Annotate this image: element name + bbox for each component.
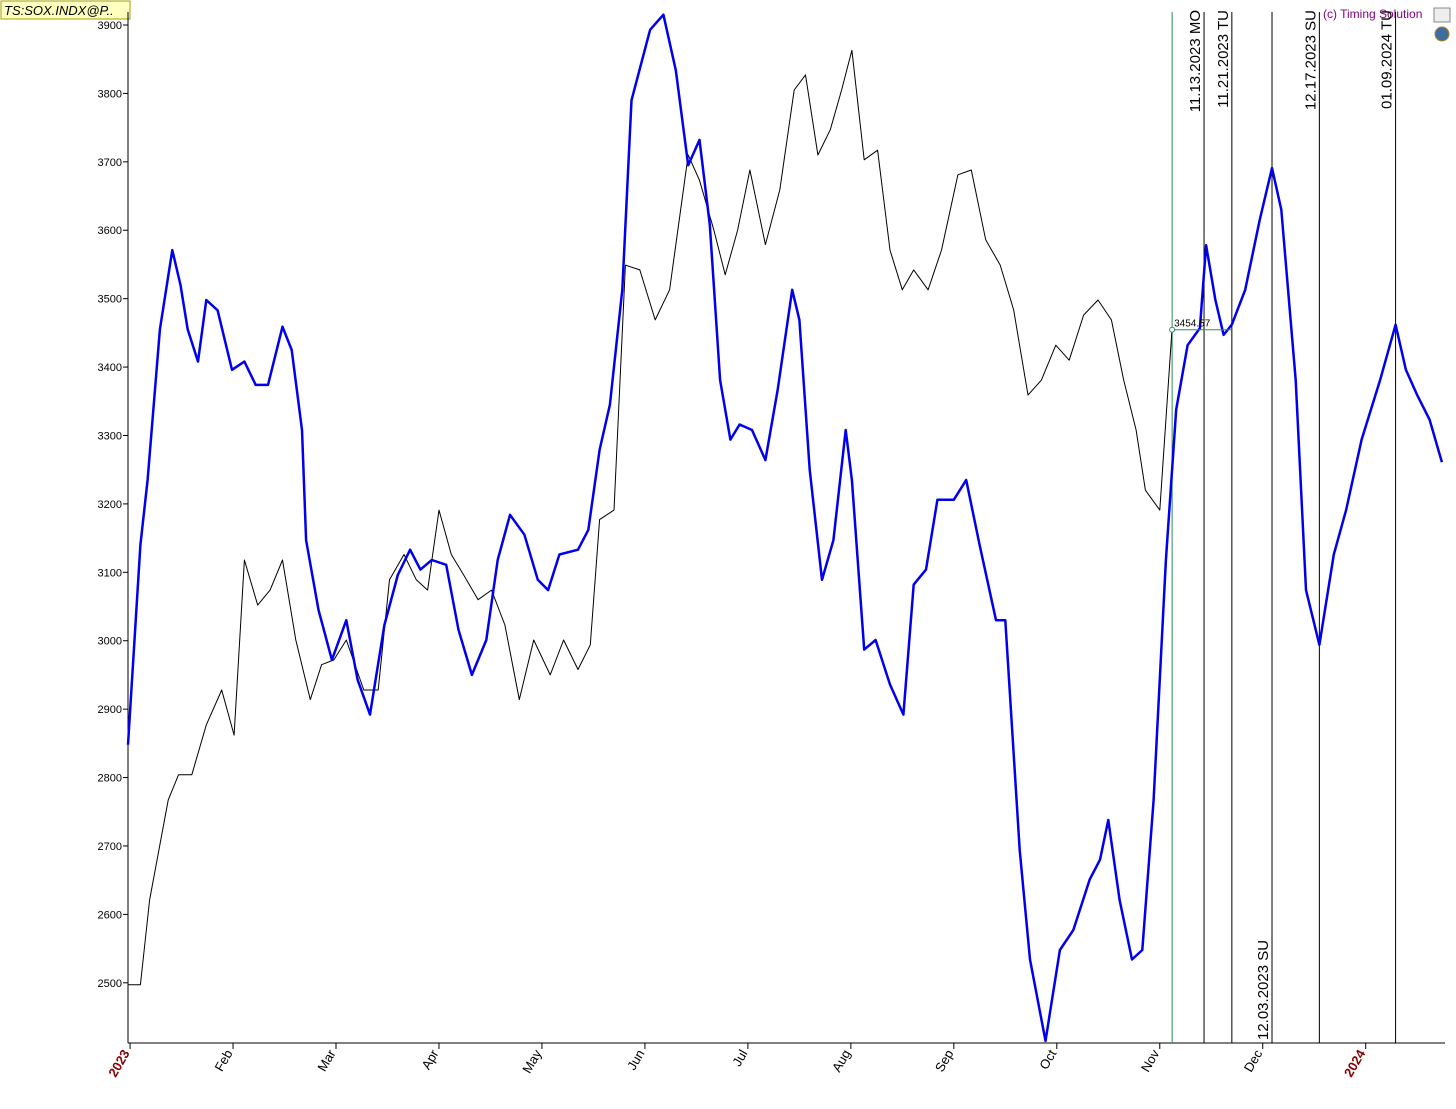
y-tick-label: 3100 <box>98 567 122 579</box>
y-tick-label: 3400 <box>98 362 122 374</box>
y-tick-label: 2600 <box>98 909 122 921</box>
vertical-line-label: 11.21.2023 TU <box>1215 10 1232 108</box>
vertical-line-label: 12.03.2023 SU <box>1255 940 1272 1040</box>
scroll-button[interactable] <box>1433 7 1451 23</box>
y-tick-label: 3800 <box>98 88 122 100</box>
y-tick-label: 3000 <box>98 636 122 648</box>
y-tick-label: 3200 <box>98 499 122 511</box>
series-line <box>128 49 1173 986</box>
ticker: TS:SOX.INDX@P.. <box>4 3 114 18</box>
y-tick-label: 3700 <box>98 157 122 169</box>
y-tick-label: 2700 <box>98 841 122 853</box>
y-tick-label: 2900 <box>98 704 122 716</box>
ticker-box <box>0 0 131 20</box>
y-tick-label: 3300 <box>98 430 122 442</box>
x-tick-label: Jul <box>729 1047 750 1069</box>
last-price-marker <box>1169 326 1176 333</box>
vertical-line-label: 12.17.2023 SU <box>1302 10 1319 110</box>
copyright: (c) Timing Solution <box>1323 7 1422 21</box>
vertical-line-label: 01.09.2024 TU <box>1379 10 1396 109</box>
series-line <box>126 13 1444 1043</box>
y-tick-label: 2800 <box>98 773 122 785</box>
y-tick-label: 3600 <box>98 225 122 237</box>
y-tick-label: 2500 <box>98 978 122 990</box>
y-tick-label: 3500 <box>98 294 122 306</box>
last-price-label: 3454.57 <box>1174 319 1211 330</box>
globe-icon[interactable] <box>1434 26 1450 42</box>
vertical-line-label: 11.13.2023 MO <box>1187 10 1204 112</box>
y-tick-label: 3900 <box>98 20 122 32</box>
